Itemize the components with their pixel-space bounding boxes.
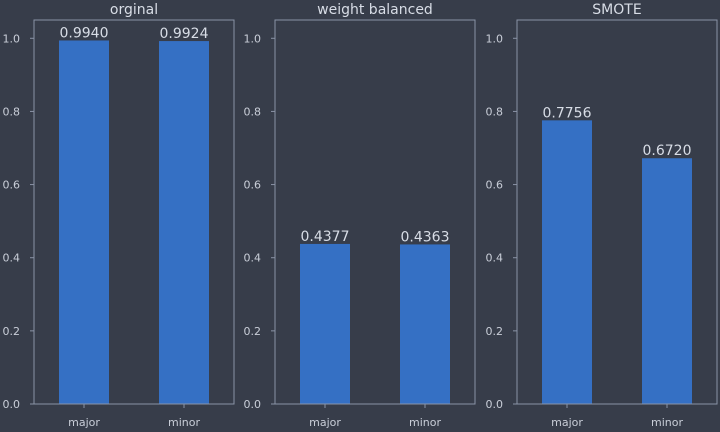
y-tick-label: 0.2 (244, 325, 262, 338)
x-tick-label: major (309, 416, 341, 429)
y-tick-label: 1.0 (486, 32, 504, 45)
bar-major (542, 120, 592, 405)
y-tick-label: 0.8 (244, 105, 262, 118)
y-tick-label: 0.6 (3, 179, 21, 192)
chart-title: orginal (110, 2, 158, 18)
data-label: 0.6720 (643, 143, 692, 159)
y-tick-label: 0.6 (486, 179, 504, 192)
y-tick-label: 0.4 (486, 252, 504, 265)
y-tick-label: 0.2 (486, 325, 504, 338)
x-tick-label: minor (409, 416, 441, 429)
x-tick-label: minor (651, 416, 683, 429)
data-label: 0.4377 (301, 229, 350, 245)
chart-panel-3: SMOTE 0.7756 major 0.6720 minor 0.0 0.2 0.4 0.6 0… (486, 2, 718, 429)
x-tick-label: major (551, 416, 583, 429)
y-tick-label: 1.0 (3, 32, 21, 45)
data-label: 0.9940 (60, 25, 109, 41)
bar-minor (642, 158, 692, 404)
plot-frame (516, 19, 718, 405)
y-tick-label: 0.6 (244, 179, 262, 192)
bar-minor (400, 244, 450, 404)
x-tick-label: major (68, 416, 100, 429)
chart-panel-2: weight balanced 0.4377 major 0.4363 minor 0.0… (244, 2, 476, 429)
y-tick-label: 0.8 (3, 105, 21, 118)
y-tick-label: 1.0 (244, 32, 262, 45)
chart-title: SMOTE (592, 2, 641, 18)
data-label: 0.9924 (160, 26, 209, 42)
y-tick-label: 0.0 (486, 398, 504, 411)
bar-major (300, 243, 350, 404)
x-tick-label: minor (168, 416, 200, 429)
y-tick-label: 0.2 (3, 325, 21, 338)
y-tick-label: 0.0 (3, 398, 21, 411)
chart-title: weight balanced (317, 2, 433, 18)
y-tick-label: 0.4 (244, 252, 262, 265)
bar-minor (159, 41, 209, 404)
y-tick-label: 0.8 (486, 105, 504, 118)
y-tick-label: 0.0 (244, 398, 262, 411)
plot-frame (274, 19, 476, 405)
plot-frame (33, 19, 235, 405)
y-tick-label: 0.4 (3, 252, 21, 265)
data-label: 0.4363 (401, 229, 450, 245)
data-label: 0.7756 (543, 105, 592, 121)
bar-major (59, 40, 109, 404)
